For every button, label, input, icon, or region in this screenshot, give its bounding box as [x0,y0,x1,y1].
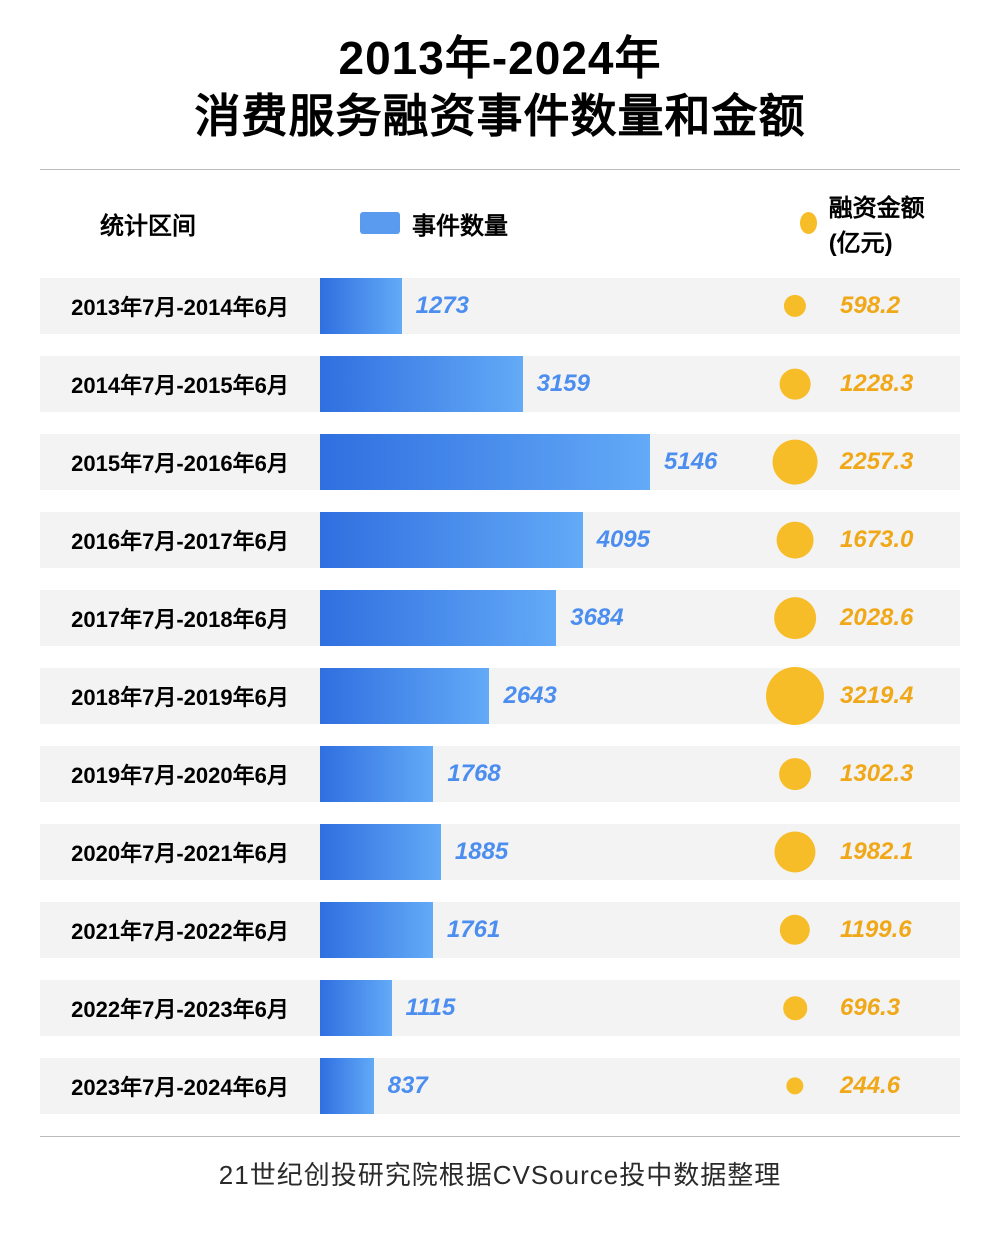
legend: 统计区间 事件数量 融资金额(亿元) [40,188,960,258]
period-cell: 2015年7月-2016年6月 [40,434,320,490]
bar-track: 4095 1673.0 [320,512,960,568]
title-line-1: 2013年-2024年 [40,30,960,88]
amount-bubble [774,597,816,639]
bar-track: 5146 2257.3 [320,434,960,490]
amount-bubble [766,667,824,725]
count-label: 1885 [455,838,508,866]
period-cell: 2021年7月-2022年6月 [40,902,320,958]
count-swatch-icon [360,212,400,234]
period-cell: 2016年7月-2017年6月 [40,512,320,568]
bar-track: 2643 3219.4 [320,668,960,724]
count-bar [320,746,433,802]
count-label: 3159 [537,370,590,398]
chart-row: 2018年7月-2019年6月 2643 3219.4 [40,668,960,724]
amount-label: 598.2 [840,292,900,320]
amount-label: 2028.6 [840,604,913,632]
divider-bottom [40,1136,960,1137]
amount-swatch-icon [800,212,817,234]
divider-top [40,169,960,170]
amount-bubble [779,758,811,790]
period-cell: 2020年7月-2021年6月 [40,824,320,880]
chart-rows: 2013年7月-2014年6月1273598.22014年7月-2015年6月3… [40,278,960,1114]
amount-label: 1673.0 [840,526,913,554]
count-bar [320,512,583,568]
count-bar [320,668,489,724]
title-line-2: 消费服务融资事件数量和金额 [40,88,960,146]
bar-track: 837 244.6 [320,1058,960,1114]
amount-label: 3219.4 [840,682,913,710]
legend-period: 统计区间 [100,206,360,241]
count-label: 1273 [416,292,469,320]
period-cell: 2018年7月-2019年6月 [40,668,320,724]
count-label: 1761 [447,916,500,944]
chart-row: 2016年7月-2017年6月 4095 1673.0 [40,512,960,568]
legend-count: 事件数量 [360,206,680,241]
amount-label: 1302.3 [840,760,913,788]
period-cell: 2022年7月-2023年6月 [40,980,320,1036]
count-bar [320,824,441,880]
amount-label: 2257.3 [840,448,913,476]
amount-bubble [783,996,807,1020]
amount-label: 696.3 [840,994,900,1022]
count-bar [320,434,650,490]
period-cell: 2017年7月-2018年6月 [40,590,320,646]
count-label: 3684 [570,604,623,632]
period-cell: 2019年7月-2020年6月 [40,746,320,802]
amount-bubble [784,295,806,317]
chart-row: 2021年7月-2022年6月 1761 1199.6 [40,902,960,958]
amount-bubble [777,522,814,559]
count-label: 837 [388,1072,428,1100]
amount-bubble [780,915,810,945]
period-cell: 2014年7月-2015年6月 [40,356,320,412]
chart-row: 2019年7月-2020年6月 1768 1302.3 [40,746,960,802]
chart-row: 2023年7月-2024年6月 837 244.6 [40,1058,960,1114]
legend-amount-label: 融资金额(亿元) [829,188,950,258]
count-label: 2643 [503,682,556,710]
amount-bubble [786,1077,803,1094]
count-bar [320,590,556,646]
period-cell: 2023年7月-2024年6月 [40,1058,320,1114]
legend-count-label: 事件数量 [412,206,508,241]
count-label: 1768 [447,760,500,788]
amount-bubble [774,831,815,872]
bar-track: 3684 2028.6 [320,590,960,646]
chart-row: 2017年7月-2018年6月 3684 2028.6 [40,590,960,646]
chart-row: 2013年7月-2014年6月 1273 598.2 [40,278,960,334]
bar-track: 1885 1982.1 [320,824,960,880]
amount-label: 244.6 [840,1072,900,1100]
chart-title: 2013年-2024年 消费服务融资事件数量和金额 [40,30,960,145]
bar-track: 1768 1302.3 [320,746,960,802]
amount-bubble [780,369,811,400]
chart-row: 2014年7月-2015年6月 3159 1228.3 [40,356,960,412]
legend-amount: 融资金额(亿元) [680,188,950,258]
amount-label: 1982.1 [840,838,913,866]
bar-track: 1273 598.2 [320,278,960,334]
count-label: 1115 [406,994,456,1022]
source-text: 21世纪创投研究院根据CVSource投中数据整理 [40,1155,960,1192]
count-label: 5146 [664,448,717,476]
amount-label: 1199.6 [840,916,912,944]
count-label: 4095 [597,526,650,554]
count-bar [320,356,523,412]
count-bar [320,980,392,1036]
count-bar [320,278,402,334]
chart-row: 2015年7月-2016年6月 5146 2257.3 [40,434,960,490]
count-bar [320,902,433,958]
bar-track: 1761 1199.6 [320,902,960,958]
bar-track: 1115 696.3 [320,980,960,1036]
amount-bubble [773,440,818,485]
amount-label: 1228.3 [840,370,913,398]
chart-row: 2022年7月-2023年6月 1115 696.3 [40,980,960,1036]
period-cell: 2013年7月-2014年6月 [40,278,320,334]
chart-row: 2020年7月-2021年6月 1885 1982.1 [40,824,960,880]
bar-track: 3159 1228.3 [320,356,960,412]
count-bar [320,1058,374,1114]
